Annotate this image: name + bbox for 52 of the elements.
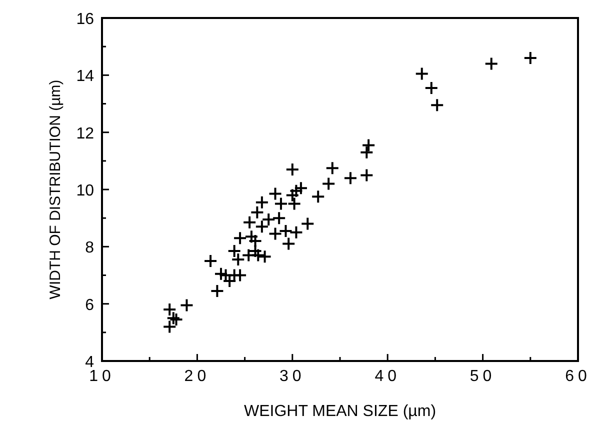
point (287, 196, 302, 211)
x-tick-label: 50 (470, 368, 496, 385)
point (414, 66, 429, 81)
x-tick-label: 40 (374, 368, 400, 385)
point (424, 81, 438, 96)
point (180, 298, 194, 312)
point (254, 220, 269, 234)
point (362, 138, 376, 152)
point (254, 195, 269, 210)
point (289, 225, 304, 240)
point (262, 212, 276, 227)
y-tick-label: 14 (76, 68, 94, 86)
point (282, 236, 296, 251)
x-axis-title: WEIGHT MEAN SIZE (µm) (244, 403, 436, 420)
y-tick-label: 16 (76, 11, 94, 28)
point (294, 181, 308, 196)
point (523, 51, 538, 66)
point (268, 226, 282, 241)
point (343, 171, 358, 186)
point (360, 168, 374, 182)
y-tick-label: 6 (85, 296, 94, 314)
point (242, 215, 257, 230)
y-tick-label: 4 (85, 354, 94, 371)
point (248, 234, 262, 248)
y-tick-label: 12 (76, 125, 94, 142)
point (278, 224, 293, 238)
point (162, 320, 177, 334)
y-axis-title: WIDTH OF DISTRIBUTION (µm) (47, 80, 64, 300)
point (210, 284, 224, 298)
point (360, 145, 374, 160)
point (169, 312, 184, 327)
x-tick-label: 60 (565, 368, 591, 385)
point (311, 190, 326, 204)
point (285, 188, 300, 202)
point (233, 231, 248, 246)
point (250, 205, 264, 220)
point (325, 161, 340, 176)
y-tick-label: 10 (76, 182, 94, 200)
point (233, 268, 248, 282)
point (322, 176, 336, 191)
point (484, 56, 498, 71)
point (274, 196, 288, 211)
point (204, 254, 218, 268)
point (272, 211, 286, 226)
point (244, 230, 258, 244)
point (430, 98, 444, 112)
point (268, 186, 282, 201)
point (300, 216, 315, 231)
y-tick-label: 8 (85, 240, 94, 257)
x-tick-label: 20 (184, 368, 210, 385)
point (285, 162, 300, 176)
x-tick-label: 30 (280, 368, 306, 385)
